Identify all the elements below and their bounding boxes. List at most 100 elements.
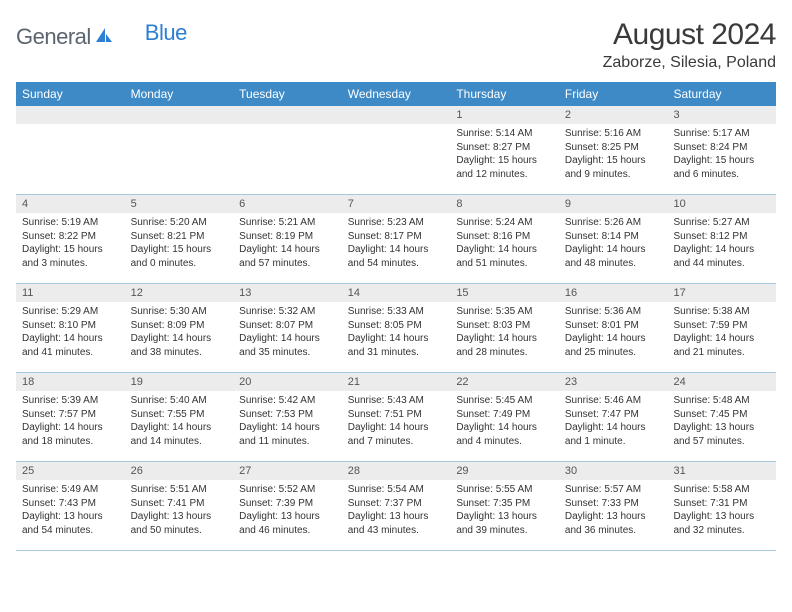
sunset-text: Sunset: 8:09 PM [131,319,228,333]
day-number: 14 [342,284,451,302]
day-header-monday: Monday [125,82,234,106]
sunset-text: Sunset: 8:22 PM [22,230,119,244]
day-content: Sunrise: 5:20 AMSunset: 8:21 PMDaylight:… [125,213,234,275]
daylight-text: Daylight: 14 hours and 18 minutes. [22,421,119,448]
week-row: 18Sunrise: 5:39 AMSunset: 7:57 PMDayligh… [16,373,776,462]
sunset-text: Sunset: 7:49 PM [456,408,553,422]
sunrise-text: Sunrise: 5:49 AM [22,483,119,497]
day-cell: 4Sunrise: 5:19 AMSunset: 8:22 PMDaylight… [16,195,125,283]
daylight-text: Daylight: 14 hours and 7 minutes. [348,421,445,448]
sunset-text: Sunset: 7:39 PM [239,497,336,511]
logo: General Blue [16,18,187,50]
day-number: 27 [233,462,342,480]
daylight-text: Daylight: 14 hours and 28 minutes. [456,332,553,359]
daylight-text: Daylight: 14 hours and 38 minutes. [131,332,228,359]
day-header-sunday: Sunday [16,82,125,106]
calendar: Sunday Monday Tuesday Wednesday Thursday… [16,82,776,551]
day-cell: 31Sunrise: 5:58 AMSunset: 7:31 PMDayligh… [667,462,776,550]
daylight-text: Daylight: 15 hours and 9 minutes. [565,154,662,181]
daylight-text: Daylight: 13 hours and 50 minutes. [131,510,228,537]
day-cell: 21Sunrise: 5:43 AMSunset: 7:51 PMDayligh… [342,373,451,461]
day-header-row: Sunday Monday Tuesday Wednesday Thursday… [16,82,776,106]
day-cell: 26Sunrise: 5:51 AMSunset: 7:41 PMDayligh… [125,462,234,550]
day-number: 3 [667,106,776,124]
day-content: Sunrise: 5:33 AMSunset: 8:05 PMDaylight:… [342,302,451,364]
sunrise-text: Sunrise: 5:19 AM [22,216,119,230]
day-cell: 9Sunrise: 5:26 AMSunset: 8:14 PMDaylight… [559,195,668,283]
location: Zaborze, Silesia, Poland [603,54,776,72]
day-cell: 8Sunrise: 5:24 AMSunset: 8:16 PMDaylight… [450,195,559,283]
day-number: 24 [667,373,776,391]
sunset-text: Sunset: 7:57 PM [22,408,119,422]
daylight-text: Daylight: 14 hours and 54 minutes. [348,243,445,270]
sunrise-text: Sunrise: 5:35 AM [456,305,553,319]
day-content: Sunrise: 5:52 AMSunset: 7:39 PMDaylight:… [233,480,342,542]
sunset-text: Sunset: 7:35 PM [456,497,553,511]
day-number: 29 [450,462,559,480]
day-cell: 1Sunrise: 5:14 AMSunset: 8:27 PMDaylight… [450,106,559,194]
day-cell [342,106,451,194]
day-cell [125,106,234,194]
day-number: 1 [450,106,559,124]
sunset-text: Sunset: 7:37 PM [348,497,445,511]
day-cell: 15Sunrise: 5:35 AMSunset: 8:03 PMDayligh… [450,284,559,372]
daylight-text: Daylight: 13 hours and 57 minutes. [673,421,770,448]
sunset-text: Sunset: 8:19 PM [239,230,336,244]
sunset-text: Sunset: 7:55 PM [131,408,228,422]
day-content: Sunrise: 5:32 AMSunset: 8:07 PMDaylight:… [233,302,342,364]
sunset-text: Sunset: 7:43 PM [22,497,119,511]
day-number [125,106,234,124]
sunset-text: Sunset: 8:16 PM [456,230,553,244]
daylight-text: Daylight: 15 hours and 6 minutes. [673,154,770,181]
daylight-text: Daylight: 14 hours and 51 minutes. [456,243,553,270]
day-content: Sunrise: 5:26 AMSunset: 8:14 PMDaylight:… [559,213,668,275]
logo-text-blue: Blue [145,20,187,46]
day-number: 15 [450,284,559,302]
day-cell: 20Sunrise: 5:42 AMSunset: 7:53 PMDayligh… [233,373,342,461]
daylight-text: Daylight: 14 hours and 35 minutes. [239,332,336,359]
day-number: 6 [233,195,342,213]
daylight-text: Daylight: 14 hours and 14 minutes. [131,421,228,448]
sunrise-text: Sunrise: 5:58 AM [673,483,770,497]
day-cell: 24 Sunrise: 5:48 AMSunset: 7:45 PMDayligh… [667,373,776,461]
day-content: Sunrise: 5:14 AMSunset: 8:27 PMDaylight:… [450,124,559,186]
daylight-text: Daylight: 13 hours and 46 minutes. [239,510,336,537]
sunset-text: Sunset: 7:41 PM [131,497,228,511]
sunset-text: Sunset: 7:45 PM [673,408,770,422]
day-cell: 2Sunrise: 5:16 AMSunset: 8:25 PMDaylight… [559,106,668,194]
day-content: Sunrise: 5:43 AMSunset: 7:51 PMDaylight:… [342,391,451,453]
daylight-text: Daylight: 15 hours and 0 minutes. [131,243,228,270]
day-number [16,106,125,124]
sunset-text: Sunset: 7:31 PM [673,497,770,511]
day-content: Sunrise: 5:27 AMSunset: 8:12 PMDaylight:… [667,213,776,275]
day-content: Sunrise: 5:19 AMSunset: 8:22 PMDaylight:… [16,213,125,275]
day-cell: 12Sunrise: 5:30 AMSunset: 8:09 PMDayligh… [125,284,234,372]
day-number: 17 [667,284,776,302]
sunrise-text: Sunrise: 5:16 AM [565,127,662,141]
sunrise-text: Sunrise: 5:36 AM [565,305,662,319]
day-content: Sunrise: 5:58 AMSunset: 7:31 PMDaylight:… [667,480,776,542]
day-cell [233,106,342,194]
day-cell: 3Sunrise: 5:17 AMSunset: 8:24 PMDaylight… [667,106,776,194]
day-number: 7 [342,195,451,213]
day-cell: 29Sunrise: 5:55 AMSunset: 7:35 PMDayligh… [450,462,559,550]
sunset-text: Sunset: 8:21 PM [131,230,228,244]
day-content: Sunrise: 5:30 AMSunset: 8:09 PMDaylight:… [125,302,234,364]
day-content: Sunrise: 5:55 AMSunset: 7:35 PMDaylight:… [450,480,559,542]
day-number: 12 [125,284,234,302]
day-number: 11 [16,284,125,302]
sunset-text: Sunset: 7:33 PM [565,497,662,511]
day-number: 28 [342,462,451,480]
day-content: Sunrise: 5:57 AMSunset: 7:33 PMDaylight:… [559,480,668,542]
day-cell: 25Sunrise: 5:49 AMSunset: 7:43 PMDayligh… [16,462,125,550]
day-number: 4 [16,195,125,213]
title-block: August 2024 Zaborze, Silesia, Poland [603,18,776,72]
sunrise-text: Sunrise: 5:51 AM [131,483,228,497]
sunrise-text: Sunrise: 5:48 AM [673,394,770,408]
week-row: 25Sunrise: 5:49 AMSunset: 7:43 PMDayligh… [16,462,776,551]
day-content: Sunrise: 5:39 AMSunset: 7:57 PMDaylight:… [16,391,125,453]
day-content: Sunrise: 5:36 AMSunset: 8:01 PMDaylight:… [559,302,668,364]
day-content: Sunrise: 5:40 AMSunset: 7:55 PMDaylight:… [125,391,234,453]
day-cell: 13Sunrise: 5:32 AMSunset: 8:07 PMDayligh… [233,284,342,372]
daylight-text: Daylight: 13 hours and 39 minutes. [456,510,553,537]
